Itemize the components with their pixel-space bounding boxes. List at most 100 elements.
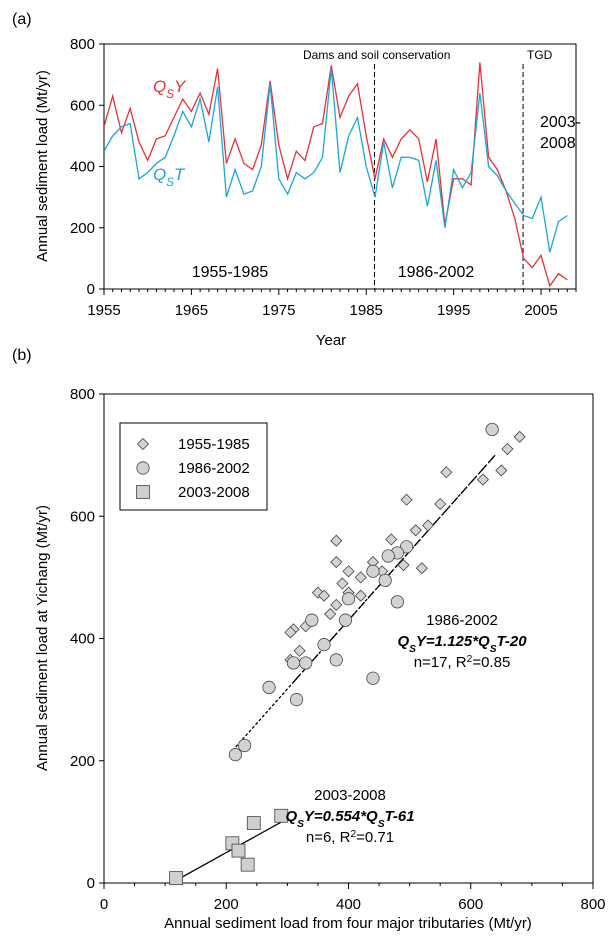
panel-b-y-axis: 0 200 400 600 800 xyxy=(70,386,104,892)
legend: 1955-1985 1986-2002 2003-2008 xyxy=(119,422,268,511)
x-tick-label: 1965 xyxy=(175,302,208,319)
series-line-qst xyxy=(104,68,568,253)
point-circle xyxy=(366,564,380,578)
point-circle xyxy=(237,738,252,753)
point-diamond xyxy=(513,430,526,443)
point-diamond xyxy=(495,464,508,477)
series-label-qsy: QSY xyxy=(153,77,187,101)
point-circle xyxy=(381,549,395,563)
annotation-1986-2002-period: 1986-2002 xyxy=(426,612,498,629)
point-diamond xyxy=(324,607,337,621)
y-tick-label: 200 xyxy=(70,753,95,770)
point-square xyxy=(240,857,255,872)
y-tick-label: 600 xyxy=(70,97,95,114)
legend-label: 2003-2008 xyxy=(178,484,250,501)
point-circle xyxy=(399,540,414,554)
y-tick-label: 200 xyxy=(70,220,95,237)
x-tick-label: 600 xyxy=(458,896,483,913)
vline-label-tgd: TGD xyxy=(527,48,553,62)
point-circle xyxy=(305,613,319,627)
y-tick-label: 800 xyxy=(70,386,95,403)
panel-b: (b) 0 200 400 600 800 0 200 400 600 800 Annual s… xyxy=(12,347,606,932)
point-circle xyxy=(378,573,392,588)
panel-b-y-label: Annual sediment load at Yichang (Mt/yr) xyxy=(34,505,51,771)
point-diamond xyxy=(284,626,297,639)
point-square xyxy=(274,808,289,823)
point-diamond xyxy=(330,534,343,547)
panel-a-x-axis: 1955 1965 1975 1985 1995 2005 xyxy=(87,289,577,319)
y-tick-label: 600 xyxy=(70,508,95,525)
point-square xyxy=(136,485,150,499)
y-tick-label: 0 xyxy=(87,875,95,892)
x-tick-label: 0 xyxy=(100,896,108,913)
point-diamond xyxy=(354,571,367,584)
vline-label-dams: Dams and soil conservation xyxy=(303,48,450,62)
annotation-1986-2002-stats: n=17, R2=0.85 xyxy=(414,654,511,672)
point-circle xyxy=(329,653,343,667)
x-tick-label: 400 xyxy=(336,896,361,913)
point-diamond xyxy=(342,565,355,578)
y-tick-label: 400 xyxy=(70,159,95,176)
point-circle xyxy=(286,656,301,670)
point-diamond xyxy=(385,533,398,546)
point-diamond xyxy=(421,519,435,532)
panel-b-x-label: Annual sediment load from four major tri… xyxy=(164,915,532,932)
annotation-2003-2008-stats: n=6, R2=0.71 xyxy=(306,829,394,847)
annotation-2003-2008-equation: QSY=0.554*QST-61 xyxy=(285,808,414,830)
y-tick-label: 800 xyxy=(70,36,95,53)
x-tick-label: 800 xyxy=(580,896,605,913)
point-diamond xyxy=(330,598,343,611)
point-diamond xyxy=(397,559,410,572)
point-diamond xyxy=(400,493,413,506)
x-tick-label: 200 xyxy=(214,896,239,913)
point-circle xyxy=(262,680,276,695)
point-circle xyxy=(341,592,356,606)
y-tick-label: 400 xyxy=(70,631,95,648)
point-circle xyxy=(485,422,499,437)
point-circle xyxy=(299,656,313,670)
point-diamond xyxy=(440,466,453,479)
period-label-1955-1985: 1955-1985 xyxy=(192,264,269,281)
point-diamond xyxy=(136,437,150,451)
x-tick-label: 2005 xyxy=(524,302,557,319)
x-tick-label: 1995 xyxy=(437,302,470,319)
point-diamond xyxy=(317,589,331,602)
panel-b-x-axis: 0 200 400 600 800 xyxy=(100,883,606,913)
scatter-points xyxy=(169,422,526,886)
period-label-1986-2002: 1986-2002 xyxy=(398,264,475,281)
series-label-qst: QST xyxy=(153,165,186,189)
x-tick-label: 1975 xyxy=(262,302,295,319)
point-diamond xyxy=(354,589,367,602)
panel-a-y-label: Annual sediment load (Mt/yr) xyxy=(34,70,51,262)
point-diamond xyxy=(293,644,306,657)
panel-a-y-axis: 0 200 400 600 800 xyxy=(70,36,104,298)
point-diamond xyxy=(336,577,349,590)
series-line-qsy xyxy=(104,62,568,288)
x-tick-label: 1955 xyxy=(87,302,120,319)
point-diamond xyxy=(501,442,514,456)
point-diamond xyxy=(415,562,428,575)
panel-b-label: (b) xyxy=(12,347,32,364)
point-square xyxy=(169,871,184,886)
panel-a-series xyxy=(104,62,568,288)
point-diamond xyxy=(409,524,422,537)
annotation-1986-2002-equation: QSY=1.125*QST-20 xyxy=(397,633,527,655)
point-circle xyxy=(136,461,150,475)
point-diamond xyxy=(330,556,343,569)
panel-a-label: (a) xyxy=(12,11,32,28)
point-circle xyxy=(390,595,404,609)
legend-label: 1986-2002 xyxy=(178,460,250,477)
annotation-2003-2008-period: 2003-2008 xyxy=(314,787,386,804)
point-square xyxy=(246,816,261,830)
point-circle xyxy=(317,638,331,652)
y-tick-label: 0 xyxy=(87,281,95,298)
point-diamond xyxy=(476,473,490,486)
panel-a-x-label: Year xyxy=(316,332,346,349)
x-tick-label: 1985 xyxy=(350,302,383,319)
point-circle xyxy=(289,693,304,707)
point-circle xyxy=(366,671,380,685)
legend-label: 1955-1985 xyxy=(178,436,250,453)
panel-a: (a) 0 200 400 600 800 1955 1965 1975 1985 1995 20… xyxy=(12,11,581,349)
point-diamond xyxy=(434,497,447,511)
